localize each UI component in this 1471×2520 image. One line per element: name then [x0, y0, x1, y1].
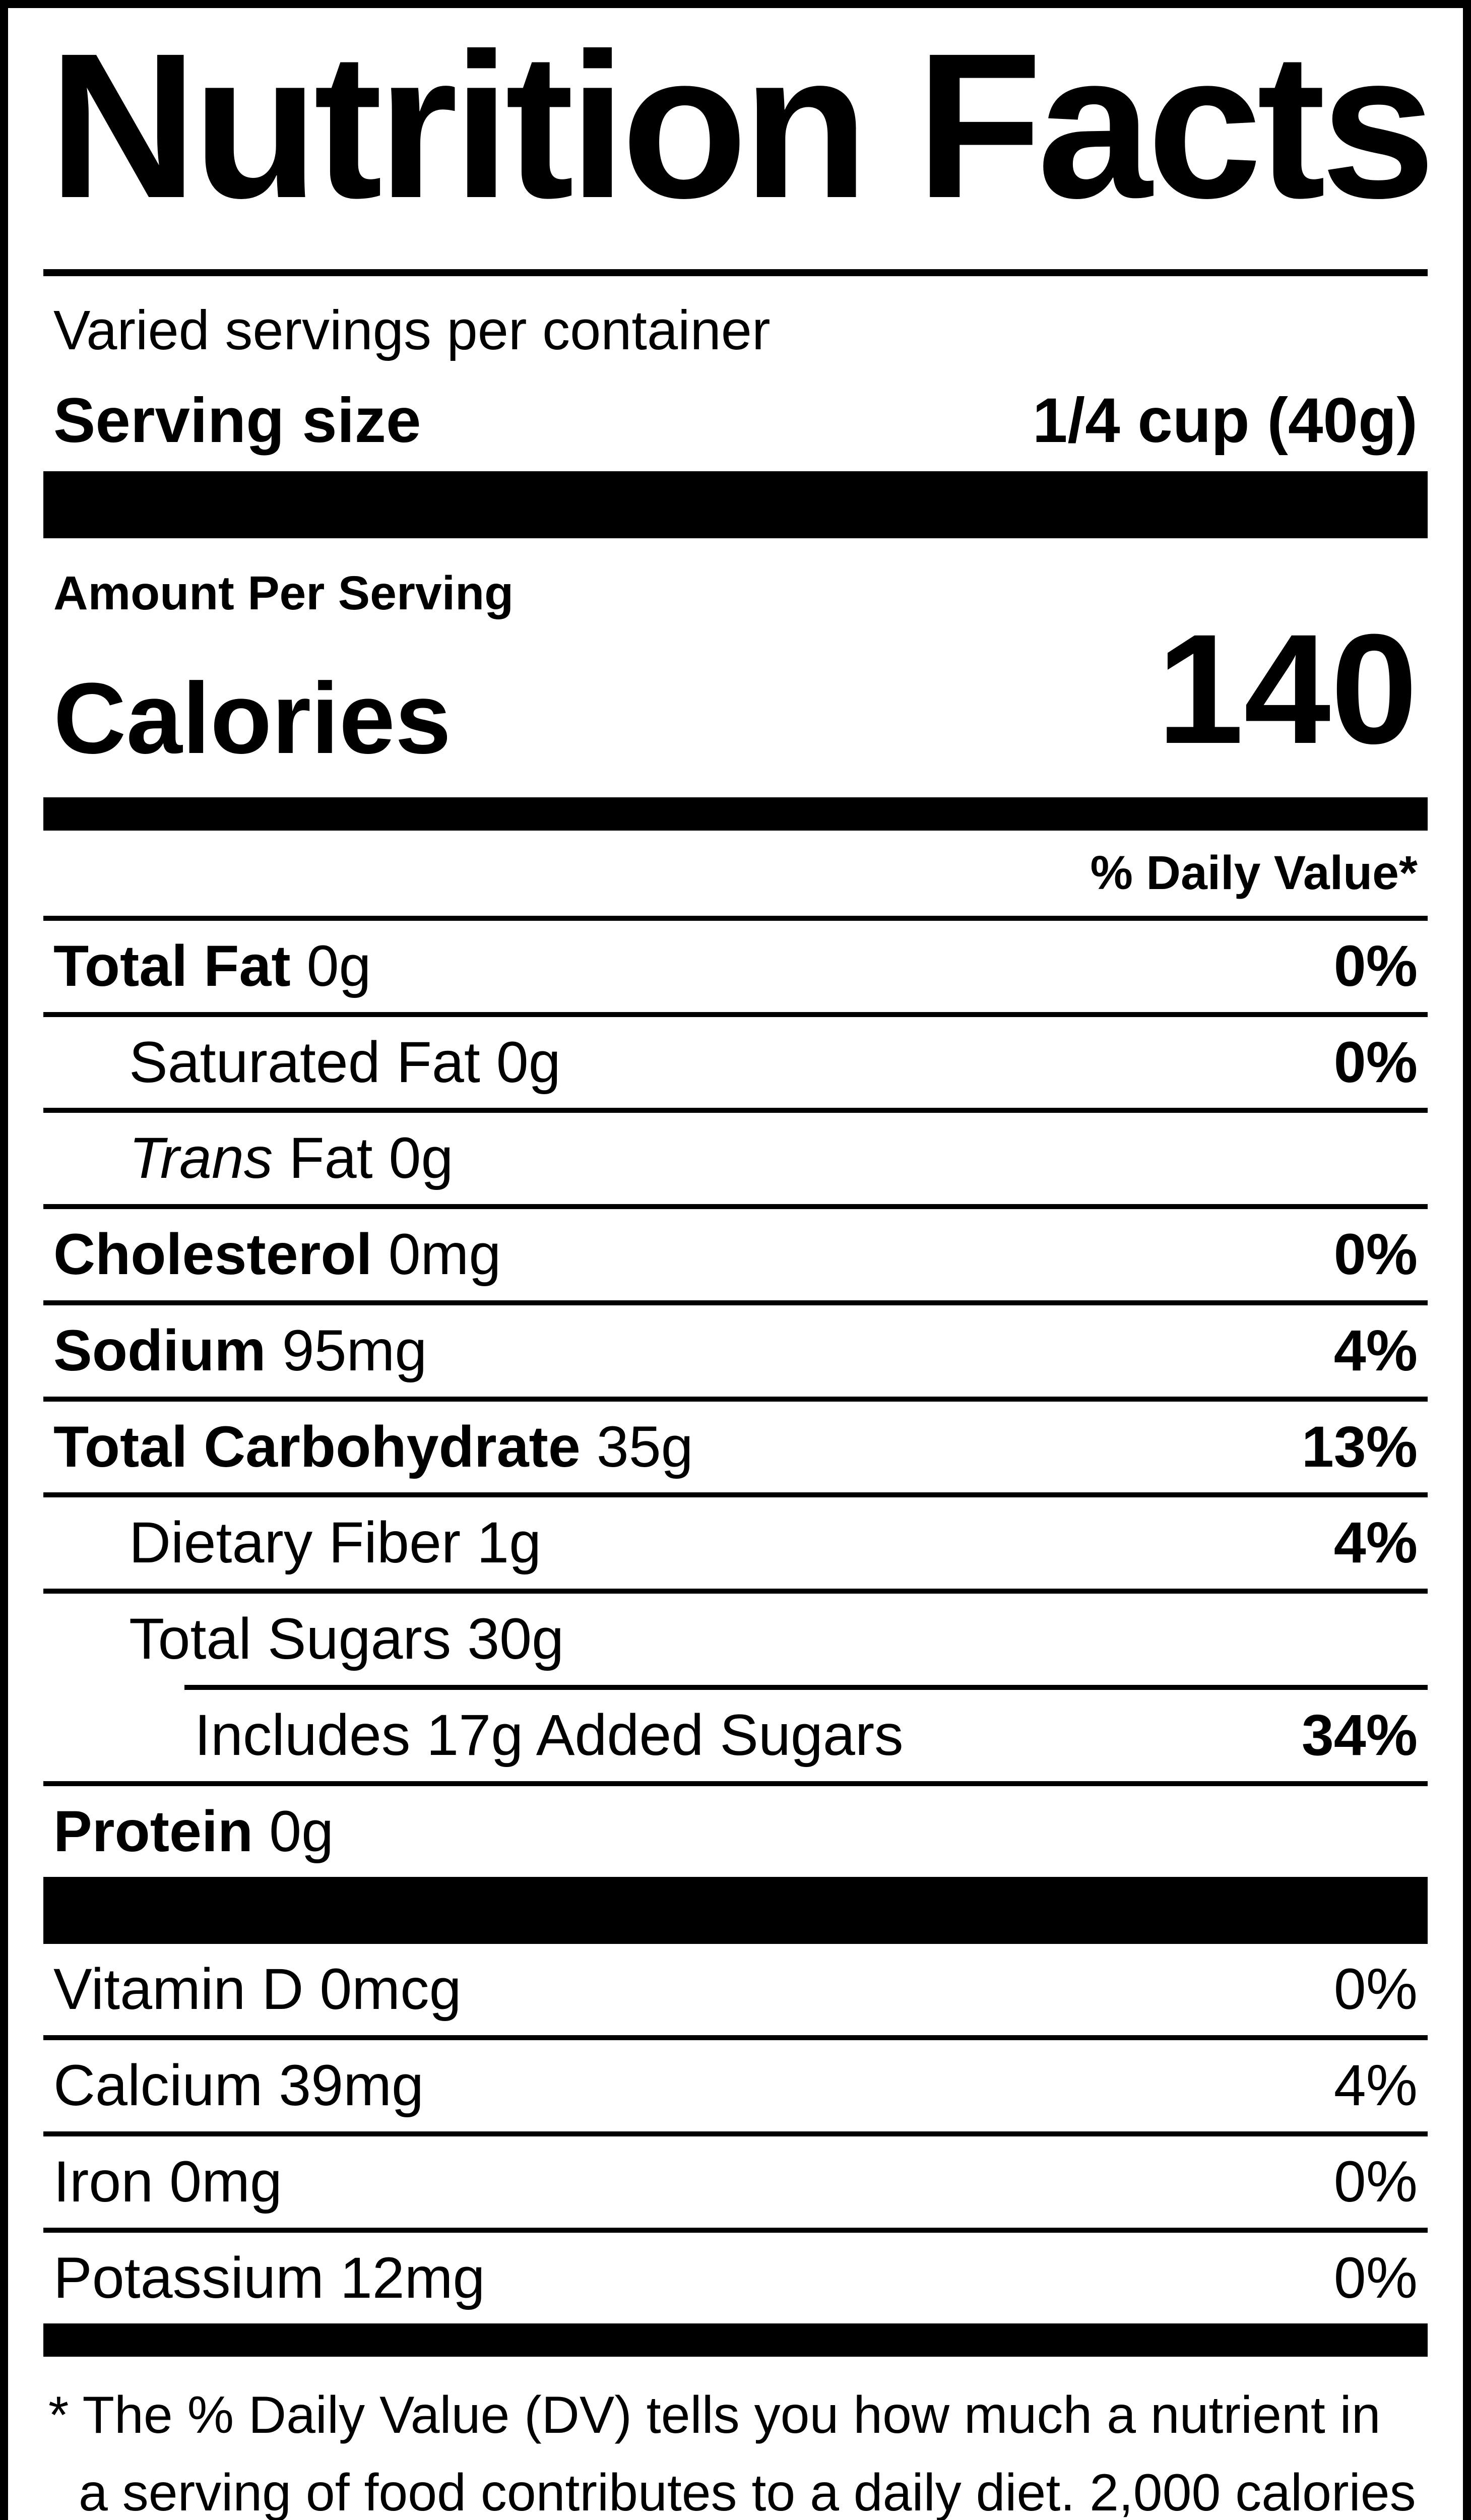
nutrient-name: Total Carbohydrate 35g	[53, 1414, 693, 1479]
nutrient-row: Total Fat 0g 0%	[43, 921, 1428, 1012]
nutrient-amount: 1g	[461, 1510, 542, 1576]
separator	[43, 2035, 1428, 2040]
nutrient-name-text: Sodium	[53, 1318, 266, 1383]
separator	[43, 915, 1428, 921]
nutrient-name: Protein 0g	[53, 1801, 334, 1862]
nutrient-daily-value: 4%	[1333, 1510, 1418, 1576]
amount-per-serving: Amount Per Serving	[53, 566, 514, 620]
medium-bar	[43, 2323, 1428, 2357]
nutrient-amount: 95mg	[266, 1318, 427, 1383]
footnote-line: a serving of food contributes to a daily…	[79, 2464, 1416, 2520]
nutrient-daily-value: 4%	[1333, 2053, 1418, 2118]
nutrient-daily-value: 34%	[1301, 1703, 1418, 1768]
nutrient-name-text: Total Sugars	[129, 1607, 452, 1671]
footnote-line: * The % Daily Value (DV) tells you how m…	[48, 2386, 1381, 2445]
nutrient-name-text: Total Carbohydrate	[53, 1414, 581, 1479]
nutrient-amount: 0g	[253, 1799, 334, 1864]
separator	[43, 1396, 1428, 1402]
micronutrient-row: Vitamin D 0mcg 0%	[43, 1944, 1428, 2035]
serving-size-value: 1/4 cup (40g)	[1032, 385, 1418, 456]
nutrient-daily-value: 13%	[1301, 1414, 1418, 1479]
nutrient-row: Sodium 95mg 4%	[43, 1305, 1428, 1397]
nutrient-name: Potassium 12mg	[53, 2245, 485, 2310]
nutrient-name: Cholesterol 0mg	[53, 1224, 501, 1285]
nutrient-name: Sodium 95mg	[53, 1320, 427, 1381]
nutrient-name: Includes 17g Added Sugars	[195, 1705, 904, 1766]
nutrient-row: Dietary Fiber 1g 4%	[43, 1497, 1428, 1589]
nutrient-daily-value: 4%	[1333, 1318, 1418, 1383]
nutrient-daily-value: 0%	[1333, 1030, 1418, 1095]
nutrient-daily-value: 0%	[1333, 933, 1418, 998]
nutrient-name-text: Fat	[273, 1126, 373, 1191]
separator	[43, 1012, 1428, 1017]
nutrient-amount: 0g	[480, 1030, 561, 1095]
calories-label: Calories	[53, 662, 452, 775]
nutrient-name: Total Fat 0g	[53, 933, 371, 998]
separator-indented	[184, 1684, 1428, 1690]
nutrient-daily-value: 0%	[1333, 2149, 1418, 2214]
nutrient-name-text: Dietary Fiber	[129, 1510, 461, 1576]
nutrient-row: Trans Fat 0g	[43, 1113, 1428, 1204]
nutrient-name: Dietary Fiber 1g	[129, 1513, 541, 1573]
nutrient-name: Vitamin D 0mcg	[53, 1959, 462, 2020]
nutrient-amount: 30g	[451, 1607, 564, 1671]
nutrient-name-text: Saturated Fat	[129, 1030, 480, 1095]
calories-row: Calories 140	[43, 610, 1428, 777]
nutrient-name: Trans Fat 0g	[129, 1128, 453, 1189]
calories-value: 140	[1157, 601, 1418, 776]
nutrient-daily-value: 0%	[1333, 2245, 1418, 2310]
nutrient-name: Saturated Fat 0g	[129, 1032, 561, 1093]
nutrient-amount: 0g	[290, 933, 371, 998]
medium-bar	[43, 797, 1428, 831]
separator	[43, 1108, 1428, 1113]
nutrient-row: Total Carbohydrate 35g 13%	[43, 1402, 1428, 1493]
servings-per-container: Varied servings per container	[53, 299, 771, 361]
nutrient-amount: 39mg	[263, 2053, 424, 2118]
separator	[43, 1589, 1428, 1594]
serving-size-row: Serving size 1/4 cup (40g)	[43, 385, 1428, 456]
nutrient-name: Iron 0mg	[53, 2149, 282, 2214]
nutrient-row: Saturated Fat 0g 0%	[43, 1017, 1428, 1108]
nutrient-name: Total Sugars 30g	[129, 1609, 564, 1670]
separator	[43, 2227, 1428, 2233]
nutrient-amount: 0mg	[372, 1222, 501, 1287]
nutrient-row: Cholesterol 0mg 0%	[43, 1209, 1428, 1300]
daily-value-header: % Daily Value*	[1090, 846, 1418, 900]
nutrient-daily-value: 0%	[1333, 1222, 1418, 1287]
nutrient-name-text: Iron	[53, 2149, 154, 2214]
nutrient-amount: 35g	[580, 1414, 693, 1479]
serving-size-label: Serving size	[53, 385, 421, 456]
footnote: * The % Daily Value (DV) tells you how m…	[43, 2377, 1428, 2520]
title-separator	[43, 269, 1428, 276]
label-title: Nutrition Facts	[48, 10, 1436, 241]
micronutrient-row: Calcium 39mg 4%	[43, 2040, 1428, 2131]
nutrient-row: Total Sugars 30g	[43, 1594, 1428, 1685]
separator	[43, 1781, 1428, 1786]
thick-bar	[43, 1877, 1428, 1944]
nutrient-name-text: Total Fat	[53, 933, 291, 998]
nutrient-name-text: Potassium	[53, 2245, 324, 2310]
nutrient-amount: 0mg	[153, 2149, 282, 2214]
separator	[43, 1492, 1428, 1498]
nutrient-name-text: Includes 17g Added Sugars	[195, 1703, 904, 1768]
nutrient-amount: 0mcg	[303, 1957, 462, 2022]
nutrient-daily-value: 0%	[1333, 1957, 1418, 2022]
micronutrient-row: Iron 0mg 0%	[43, 2136, 1428, 2228]
separator	[43, 1204, 1428, 1209]
separator	[43, 1300, 1428, 1305]
nutrient-name-text: Vitamin D	[53, 1957, 304, 2022]
nutrient-name-text: Cholesterol	[53, 1222, 372, 1287]
nutrient-name: Calcium 39mg	[53, 2055, 424, 2116]
micronutrient-row: Potassium 12mg 0%	[43, 2233, 1428, 2324]
nutrient-name-text: Calcium	[53, 2053, 263, 2118]
separator	[43, 2131, 1428, 2136]
nutrient-amount: 0g	[372, 1126, 454, 1191]
nutrient-row: Includes 17g Added Sugars 34%	[43, 1690, 1428, 1781]
nutrient-name-italic: Trans	[129, 1126, 273, 1191]
nutrient-name-text: Protein	[53, 1799, 253, 1864]
thick-bar	[43, 471, 1428, 538]
nutrient-row: Protein 0g	[43, 1786, 1428, 1877]
nutrient-amount: 12mg	[324, 2245, 485, 2310]
